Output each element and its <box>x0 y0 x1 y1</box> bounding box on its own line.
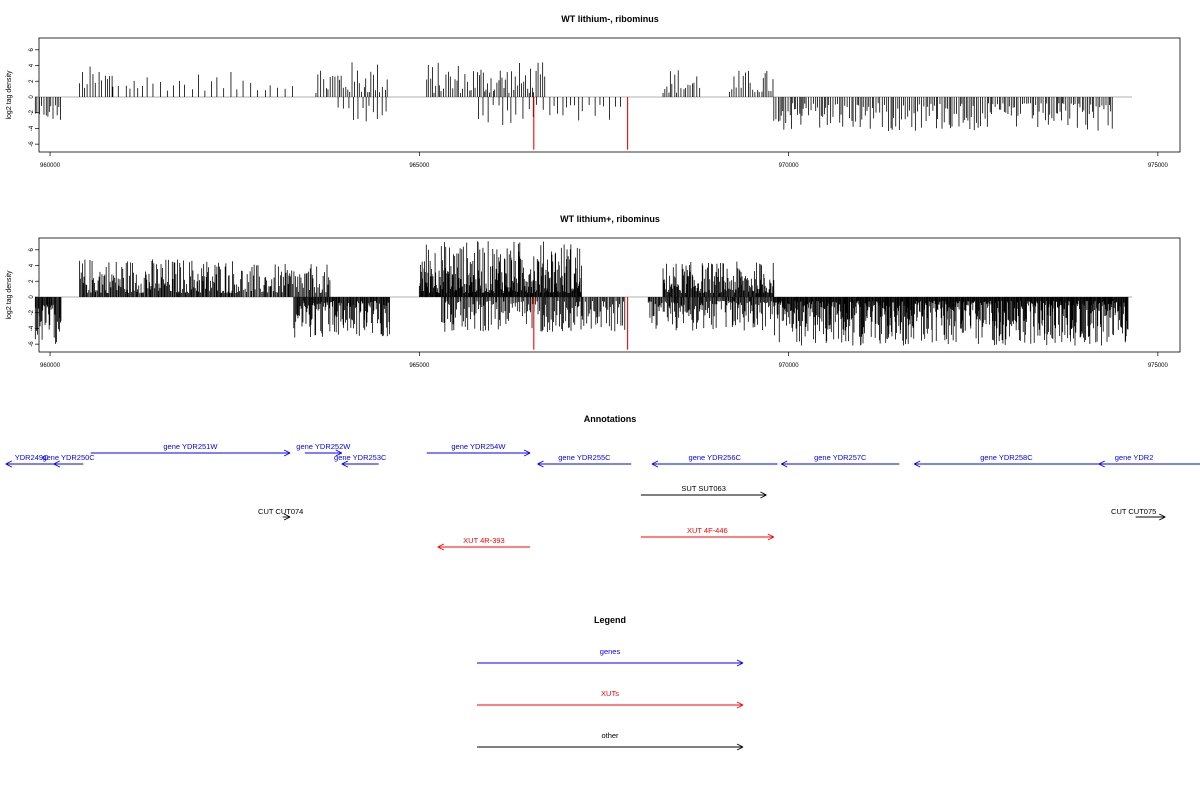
feature-arrow: CUT CUT074 <box>258 507 303 521</box>
feature-label: gene YDR257C <box>814 453 867 462</box>
y-tick-label: -2 <box>29 109 35 115</box>
feature-arrow: gene YDR250C <box>42 453 95 468</box>
track-title: WT lithium+, ribominus <box>560 214 660 224</box>
feature-arrow: gene YDR258C <box>913 453 1099 468</box>
y-tick-label: 2 <box>29 79 35 83</box>
signal-bars <box>34 241 1132 350</box>
legend-items: genes XUTs other <box>477 647 744 751</box>
plot-frame <box>38 237 1181 353</box>
feature-arrow: gene YDR251W <box>90 442 291 457</box>
legend-label: genes <box>600 647 621 656</box>
x-tick-label: 975000 <box>1148 163 1169 169</box>
feature-arrow: gene YDR254W <box>426 442 531 457</box>
feature-arrow: gene YDR255C <box>537 453 632 468</box>
x-tick-label: 965000 <box>409 363 430 369</box>
y-tick-label: 6 <box>29 47 35 51</box>
y-tick-label: -6 <box>29 141 35 147</box>
track-panel-lithium-plus: WT lithium+, ribominus log2 tag density … <box>6 214 1181 369</box>
feature-arrow: SUT SUT063 <box>640 484 767 499</box>
feature-label: gene YDR254W <box>451 442 506 451</box>
feature-label: gene YDR2 <box>1115 453 1154 462</box>
feature-arrow: YDR249C <box>5 453 58 468</box>
y-tick-label: 4 <box>29 263 35 267</box>
x-axis: 960000 965000 970000 975000 <box>40 352 1169 369</box>
y-tick-label: 4 <box>29 63 35 67</box>
feature-label: gene YDR250C <box>42 453 95 462</box>
legend-item: XUTs <box>477 689 744 709</box>
y-tick-label: -4 <box>29 125 35 131</box>
legend-item: genes <box>477 647 744 667</box>
feature-arrow: gene YDR257C <box>781 453 900 468</box>
feature-arrow: gene YDR252W <box>296 442 351 457</box>
feature-arrow: gene YDR253C <box>334 453 387 468</box>
legend-item: other <box>477 731 744 751</box>
feature-label: CUT CUT074 <box>258 507 303 516</box>
feature-arrow: XUT 4R-393 <box>437 536 531 551</box>
x-tick-label: 965000 <box>409 163 430 169</box>
feature-label: gene YDR253C <box>334 453 387 462</box>
legend-title: Legend <box>594 615 626 625</box>
track-title: WT lithium-, ribominus <box>561 14 659 24</box>
plot-frame <box>38 37 1181 153</box>
feature-label: XUT 4R-393 <box>463 536 505 545</box>
x-tick-label: 970000 <box>779 163 800 169</box>
y-tick-label: -4 <box>29 325 35 331</box>
x-tick-label: 960000 <box>40 163 61 169</box>
y-axis: -6 -4 -2 0 2 4 6 <box>29 247 39 347</box>
signal-bars <box>34 62 1132 150</box>
feature-arrow: CUT CUT075 <box>1111 507 1166 521</box>
x-tick-label: 970000 <box>779 363 800 369</box>
x-tick-label: 975000 <box>1148 363 1169 369</box>
x-tick-label: 960000 <box>40 363 61 369</box>
track-panel-lithium-minus: WT lithium-, ribominus log2 tag density … <box>6 14 1181 169</box>
legend-label: XUTs <box>601 689 619 698</box>
feature-label: gene YDR258C <box>980 453 1033 462</box>
y-tick-label: 2 <box>29 279 35 283</box>
y-tick-label: 0 <box>29 295 35 299</box>
y-tick-label: 0 <box>29 95 35 99</box>
feature-arrow: gene YDR256C <box>651 453 778 468</box>
feature-label: YDR249C <box>15 453 49 462</box>
y-axis-label: log2 tag density <box>6 70 13 120</box>
feature-arrow: gene YDR2 <box>1098 453 1200 468</box>
feature-label: XUT 4F-446 <box>687 526 728 535</box>
feature-label: CUT CUT075 <box>1111 507 1156 516</box>
y-tick-label: -2 <box>29 309 35 315</box>
annotations-title: Annotations <box>584 414 637 424</box>
legend-panel: Legend genes XUTs other <box>477 615 744 751</box>
legend-label: other <box>601 731 619 740</box>
feature-label: gene YDR256C <box>689 453 742 462</box>
feature-arrow: XUT 4F-446 <box>640 526 775 541</box>
y-tick-label: -6 <box>29 341 35 347</box>
feature-label: SUT SUT063 <box>681 484 725 493</box>
y-axis-label: log2 tag density <box>6 270 13 320</box>
feature-label: gene YDR255C <box>558 453 611 462</box>
x-axis: 960000 965000 970000 975000 <box>40 152 1169 169</box>
feature-label: gene YDR251W <box>163 442 218 451</box>
y-tick-label: 6 <box>29 247 35 251</box>
feature-label: gene YDR252W <box>296 442 351 451</box>
